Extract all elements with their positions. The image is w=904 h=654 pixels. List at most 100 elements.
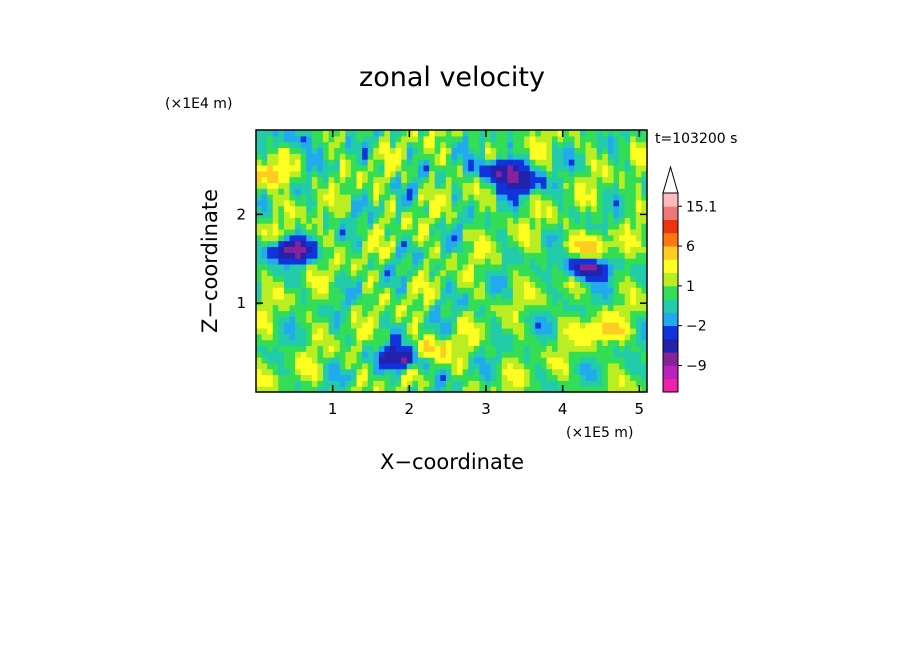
heatmap-cell: [323, 258, 330, 265]
heatmap-cell: [434, 281, 441, 288]
heatmap-cell: [429, 362, 436, 370]
heatmap-cell: [345, 258, 352, 265]
heatmap-cell: [585, 170, 592, 178]
heatmap-cell: [412, 263, 419, 271]
heatmap-cell: [378, 357, 386, 364]
heatmap-cell: [635, 362, 643, 370]
heatmap-cell: [272, 298, 279, 306]
heatmap-cell: [317, 263, 324, 271]
heatmap-cell: [540, 275, 548, 282]
heatmap-cell: [585, 252, 592, 259]
heatmap-cell: [451, 170, 458, 178]
heatmap-cell: [451, 223, 458, 230]
heatmap-cell: [490, 351, 497, 358]
heatmap-cell: [367, 362, 374, 370]
heatmap-cell: [468, 170, 475, 178]
heatmap-cell: [607, 310, 615, 317]
heatmap-cell: [585, 228, 592, 236]
heatmap-cell: [462, 351, 469, 358]
heatmap-cell: [445, 298, 453, 306]
heatmap-cell: [328, 188, 335, 195]
heatmap-cell: [479, 170, 486, 178]
heatmap-cell: [283, 240, 291, 248]
heatmap-cell: [373, 211, 380, 218]
heatmap-cell: [613, 374, 620, 381]
heatmap-cell: [624, 362, 631, 370]
heatmap-cell: [328, 333, 335, 341]
heatmap-cell: [350, 130, 358, 137]
heatmap-cell: [356, 322, 363, 329]
heatmap-cell: [518, 258, 525, 265]
heatmap-cell: [607, 141, 615, 149]
heatmap-cell: [613, 275, 620, 282]
heatmap-cell: [613, 345, 620, 352]
heatmap-cell: [395, 223, 402, 230]
heatmap-cell: [512, 275, 520, 282]
heatmap-cell: [501, 252, 508, 259]
heatmap-cell: [423, 310, 430, 317]
heatmap-cell: [306, 258, 313, 265]
heatmap-cell: [300, 211, 307, 218]
heatmap-cell: [356, 223, 363, 230]
heatmap-cell: [395, 322, 402, 329]
heatmap-cell: [283, 182, 291, 189]
heatmap-cell: [395, 211, 402, 218]
heatmap-cell: [334, 362, 341, 370]
heatmap-cell: [496, 252, 503, 259]
heatmap-cell: [267, 386, 274, 392]
heatmap-cell: [607, 234, 615, 242]
heatmap-cell: [306, 153, 313, 160]
heatmap-cell: [524, 205, 531, 213]
heatmap-cell: [485, 258, 492, 265]
heatmap-cell: [624, 345, 631, 352]
heatmap-cell: [518, 263, 525, 271]
heatmap-cell: [362, 333, 369, 341]
heatmap-cell: [328, 182, 335, 189]
heatmap-cell: [300, 339, 307, 347]
heatmap-cell: [479, 228, 486, 236]
heatmap-cell: [535, 130, 542, 137]
heatmap-cell: [362, 380, 369, 387]
heatmap-cell: [406, 327, 413, 335]
heatmap-cell: [367, 304, 374, 312]
heatmap-cell: [345, 217, 352, 224]
heatmap-cell: [429, 170, 436, 178]
heatmap-cell: [552, 211, 559, 218]
heatmap-cell: [574, 263, 581, 271]
heatmap-cell: [490, 327, 497, 335]
heatmap-cell: [289, 298, 296, 306]
heatmap-cell: [641, 269, 647, 277]
heatmap-cell: [563, 374, 570, 381]
heatmap-cell: [529, 164, 536, 172]
heatmap-cell: [468, 386, 475, 392]
heatmap-cell: [417, 386, 425, 392]
heatmap-cell: [585, 199, 592, 207]
heatmap-cell: [490, 293, 497, 300]
heatmap-cell: [328, 368, 335, 376]
heatmap-cell: [272, 351, 279, 358]
heatmap-cell: [395, 141, 402, 149]
heatmap-cell: [362, 240, 369, 248]
heatmap-cell: [473, 176, 481, 183]
heatmap-cell: [334, 269, 341, 277]
heatmap-cell: [267, 293, 274, 300]
heatmap-cell: [356, 304, 363, 312]
heatmap-cell: [367, 199, 374, 207]
heatmap-cell: [423, 258, 430, 265]
heatmap-cell: [434, 298, 441, 306]
heatmap-cell: [479, 188, 486, 195]
heatmap-cell: [429, 333, 436, 341]
heatmap-cell: [535, 316, 542, 323]
heatmap-cell: [367, 258, 374, 265]
heatmap-cell: [367, 327, 374, 335]
heatmap-cell: [579, 211, 587, 218]
heatmap-cell: [529, 170, 536, 178]
heatmap-cell: [417, 339, 425, 347]
heatmap-cell: [540, 316, 548, 323]
heatmap-cell: [635, 176, 643, 183]
heatmap-cell: [429, 199, 436, 207]
heatmap-cell: [557, 159, 564, 166]
heatmap-cell: [445, 135, 453, 143]
heatmap-cell: [311, 211, 319, 218]
heatmap-cell: [563, 141, 570, 149]
